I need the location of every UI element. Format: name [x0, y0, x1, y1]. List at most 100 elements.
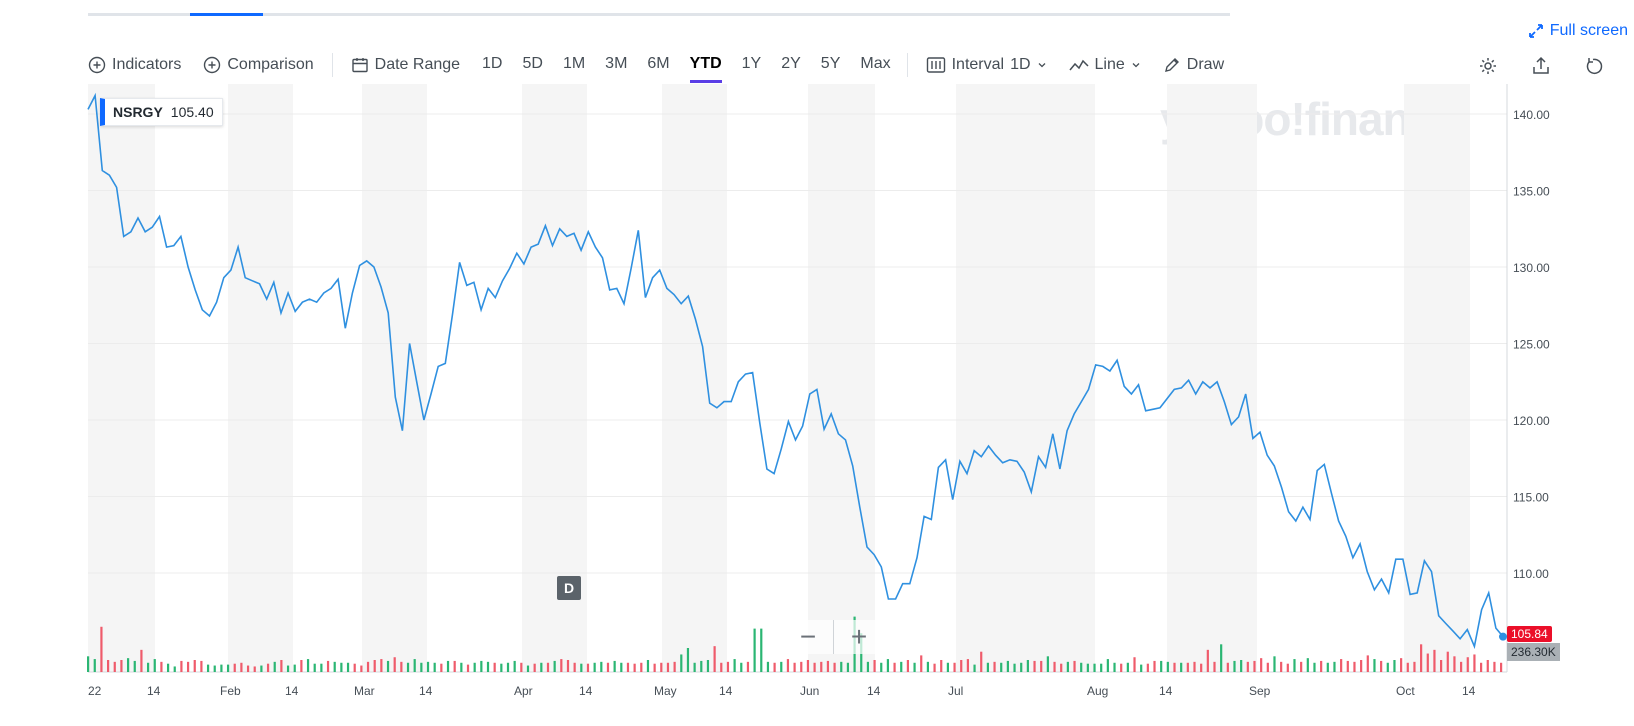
share-button[interactable] — [1531, 56, 1551, 81]
volume-bar — [160, 661, 163, 672]
volume-bar — [240, 662, 243, 672]
volume-bar — [1046, 656, 1049, 672]
volume-bar — [413, 659, 416, 672]
volume-bar — [486, 661, 490, 672]
x-tick-label: Mar — [354, 684, 375, 698]
volume-bar — [1386, 662, 1389, 672]
indicators-button[interactable]: Indicators — [88, 56, 181, 74]
volume-bar — [506, 662, 510, 672]
interval-dropdown[interactable]: Interval 1D — [926, 56, 1047, 74]
month-band — [362, 84, 427, 672]
volume-bar — [1380, 660, 1383, 672]
volume-bar — [986, 662, 989, 672]
undo-icon — [1586, 58, 1603, 75]
date-range-button[interactable]: Date Range — [351, 56, 460, 74]
range-5d[interactable]: 5D — [522, 55, 543, 72]
volume-bar — [680, 654, 683, 672]
volume-bar — [760, 628, 763, 672]
chart-area[interactable]: 140.00 135.00 130.00 125.00 120.00 115.00 110.… — [0, 84, 1634, 726]
volume-bar — [693, 662, 696, 672]
volume-bar — [100, 626, 103, 672]
volume-bar — [120, 660, 123, 672]
x-tick-label: 14 — [285, 684, 299, 698]
volume-bar — [1326, 662, 1329, 672]
volume-bar — [1020, 662, 1023, 672]
volume-bar — [233, 663, 236, 672]
volume-bar — [653, 663, 656, 672]
x-tick-label: Feb — [220, 684, 241, 698]
chevron-down-icon — [1038, 63, 1045, 68]
volume-bar — [473, 662, 476, 672]
volume-bar — [1466, 657, 1469, 672]
range-slider-fill[interactable] — [190, 13, 263, 16]
fullscreen-button[interactable]: Full screen — [1528, 22, 1628, 40]
volume-bar — [1446, 651, 1449, 672]
reset-button[interactable] — [1584, 56, 1604, 81]
volume-bar — [646, 660, 650, 672]
settings-button[interactable] — [1478, 56, 1498, 81]
volume-bar — [1013, 663, 1016, 672]
volume-bar — [1440, 660, 1443, 672]
volume-bar — [280, 660, 283, 672]
draw-button[interactable]: Draw — [1163, 56, 1224, 74]
volume-bar — [513, 660, 516, 672]
volume-bar — [106, 660, 110, 672]
toolbar-divider — [906, 53, 908, 77]
range-2y[interactable]: 2Y — [781, 55, 801, 72]
range-1d[interactable]: 1D — [482, 55, 503, 72]
range-1y[interactable]: 1Y — [741, 55, 762, 72]
volume-bar — [620, 662, 623, 672]
range-max[interactable]: Max — [860, 55, 891, 72]
volume-bar — [140, 649, 143, 672]
volume-bar — [366, 661, 370, 672]
x-tick-label: Aug — [1087, 684, 1108, 698]
line-chart-icon — [1068, 59, 1089, 71]
volume-bar — [1413, 661, 1416, 672]
volume-bar — [446, 660, 450, 672]
volume-bar — [1113, 662, 1116, 672]
volume-bar — [873, 660, 876, 672]
volume-bar — [1193, 661, 1196, 672]
comparison-label: Comparison — [227, 56, 314, 73]
zoom-in-button[interactable]: + — [833, 620, 884, 654]
chart-type-dropdown[interactable]: Line — [1068, 56, 1141, 74]
legend-symbol: NSRGY — [113, 104, 163, 120]
range-5y[interactable]: 5Y — [820, 55, 841, 72]
volume-bar — [1213, 661, 1216, 672]
volume-bar — [1040, 660, 1043, 672]
x-tick-label: 14 — [1462, 684, 1476, 698]
volume-bar — [180, 660, 183, 672]
last-price-label: 105.84 — [1507, 626, 1552, 642]
comparison-button[interactable]: Comparison — [203, 56, 314, 74]
range-3m[interactable]: 3M — [605, 55, 628, 72]
volume-bar — [1206, 649, 1209, 672]
price-chart-svg[interactable]: 140.00 135.00 130.00 125.00 120.00 115.00 110.… — [0, 84, 1634, 721]
volume-bar — [1300, 661, 1303, 672]
price-line — [87, 92, 1504, 650]
y-tick-label: 135.00 — [1513, 185, 1550, 199]
volume-bar — [293, 664, 296, 672]
volume-bar — [386, 660, 390, 672]
range-6m[interactable]: 6M — [647, 55, 670, 72]
volume-bar — [1260, 658, 1263, 672]
volume-bar — [1280, 661, 1283, 672]
volume-bar — [1140, 664, 1143, 672]
x-tick-label: 22 — [88, 684, 102, 698]
volume-bar — [1153, 660, 1156, 672]
volume-bar — [1253, 660, 1256, 672]
range-slider-track[interactable] — [88, 13, 1230, 16]
x-tick-label: May — [654, 684, 677, 698]
range-1m[interactable]: 1M — [562, 55, 586, 72]
zoom-out-button[interactable]: − — [799, 621, 817, 652]
volume-bar — [406, 662, 410, 672]
volume-bar — [546, 662, 550, 672]
volume-bar — [773, 662, 776, 672]
range-ytd[interactable]: YTD — [689, 55, 722, 83]
date-range-label: Date Range — [374, 56, 461, 73]
dividend-marker[interactable]: D — [557, 576, 581, 600]
volume-bar — [560, 659, 563, 672]
volume-bar — [733, 659, 736, 672]
volume-bar — [1106, 659, 1109, 672]
volume-bar — [1166, 661, 1169, 672]
volume-bar — [586, 663, 590, 672]
